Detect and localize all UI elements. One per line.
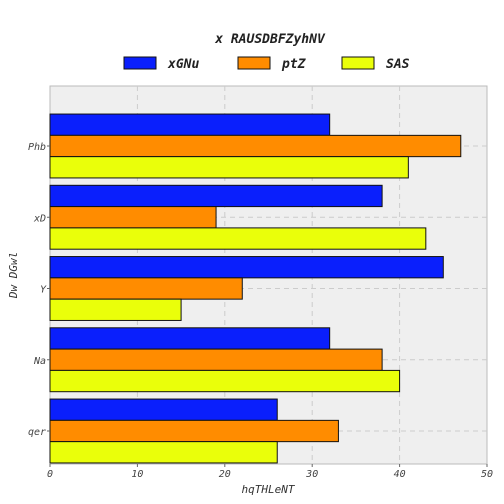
x-tick-label: 50: [481, 469, 493, 480]
x-axis-label: hqTHLeNT: [242, 483, 296, 496]
x-tick-label: 0: [47, 469, 53, 480]
bar-xGNu-Na: [49, 327, 331, 350]
bar-ptZ-Y: [49, 277, 243, 300]
bar-xGNu-Y: [49, 256, 444, 279]
bar-SAS-Y: [49, 298, 182, 321]
x-tick-label: 10: [131, 469, 143, 480]
x-tick-label: 40: [394, 469, 406, 480]
y-tick-label: xD: [33, 213, 46, 224]
bar-xGNu-xD: [49, 184, 383, 208]
y-axis-label: Dw DGwl: [7, 252, 20, 299]
bars: [49, 113, 462, 464]
y-tick-label: Y: [40, 285, 47, 296]
legend-swatch-xGNu: [123, 56, 157, 70]
legend-swatch-ptZ: [237, 56, 271, 70]
legend: xGNu ptZ SAS: [123, 56, 410, 72]
bar-SAS-qer: [49, 441, 278, 464]
bar-SAS-Phb: [49, 156, 409, 179]
x-tick-label: 20: [219, 469, 231, 480]
chart-title: x RAUSDBFZyhNV: [214, 32, 326, 47]
bar-ptZ-Phb: [49, 134, 462, 158]
legend-label-ptZ: ptZ: [281, 57, 307, 72]
bar-ptZ-xD: [49, 206, 217, 229]
x-tick-label: 30: [305, 469, 318, 480]
x-axis-ticks: 0 10 20 30 40 50: [47, 464, 493, 480]
bar-ptZ-qer: [49, 419, 339, 443]
y-tick-label: qer: [28, 427, 46, 438]
bar-xGNu-qer: [49, 398, 278, 421]
y-tick-label: Na: [33, 356, 46, 367]
legend-label-xGNu: xGNu: [167, 57, 199, 72]
bar-xGNu-Phb: [49, 113, 331, 136]
y-axis-ticks: Phb xD Y Na qer: [28, 142, 50, 438]
bar-ptZ-Na: [49, 348, 383, 371]
bar-SAS-Na: [49, 369, 401, 393]
bar-SAS-xD: [49, 227, 427, 250]
y-tick-label: Phb: [28, 142, 46, 153]
legend-label-SAS: SAS: [386, 57, 410, 72]
legend-swatch-SAS: [341, 56, 375, 70]
